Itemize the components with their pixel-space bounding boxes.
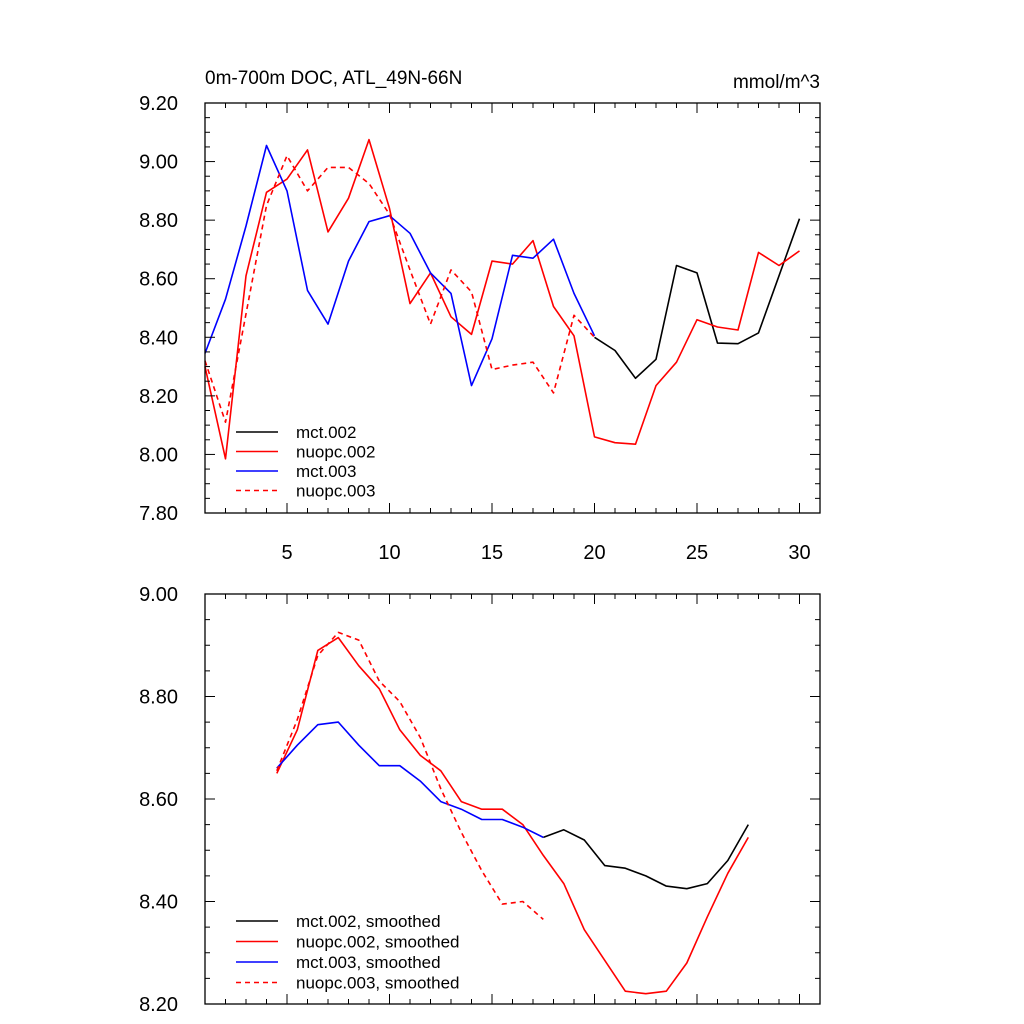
legend-label: mct.003 (296, 462, 356, 481)
x-tick-label: 10 (378, 542, 400, 564)
top-x-tick-labels: 5 10 15 20 25 30 (281, 542, 810, 564)
y-tick-label: 8.40 (139, 892, 178, 914)
top-chart-title: 0m-700m DOC, ATL_49N-66N (205, 68, 462, 89)
y-tick-label: 8.60 (139, 789, 178, 811)
legend-label: nuopc.002, smoothed (296, 933, 460, 952)
y-tick-label: 8.00 (139, 444, 178, 466)
y-tick-label: 8.40 (139, 327, 178, 349)
y-tick-label: 8.20 (139, 994, 178, 1016)
series-line-nuopc-002 (204, 138, 800, 460)
y-tick-label: 8.20 (139, 386, 178, 408)
series-line-nuopc-002-smoothed (276, 636, 749, 995)
series-line-mct-003-smoothed (276, 721, 544, 839)
y-tick-label: 9.00 (139, 584, 178, 606)
y-tick-label: 7.80 (139, 503, 178, 525)
series-line-nuopc-003-smoothed (276, 631, 544, 921)
y-tick-label: 9.00 (139, 152, 178, 174)
x-tick-label: 25 (686, 542, 708, 564)
series-line-mct-002 (594, 218, 801, 380)
y-tick-label: 8.80 (139, 210, 178, 232)
top-y-tick-labels: 7.80 8.00 8.20 8.40 8.60 8.80 9.00 9.20 (139, 93, 178, 525)
top-axis-ticks (204, 102, 821, 514)
y-tick-label: 9.20 (139, 93, 178, 115)
top-panel: 0m-700m DOC, ATL_49N-66N mmol/m^3 7.80 8.… (139, 68, 821, 564)
legend-label: nuopc.002 (296, 443, 375, 462)
bottom-legend: mct.002, smoothed nuopc.002, smoothedmct.… (236, 912, 460, 993)
bottom-y-tick-labels: 8.20 8.40 8.60 8.80 9.00 (139, 584, 178, 1016)
legend-label: nuopc.003, smoothed (296, 974, 460, 993)
y-tick-label: 8.60 (139, 269, 178, 291)
series-line-nuopc-003 (204, 154, 596, 424)
top-chart-units: mmol/m^3 (733, 72, 820, 93)
legend-label: mct.002 (296, 423, 356, 442)
legend-label: mct.003, smoothed (296, 953, 441, 972)
series-line-mct-002-smoothed (543, 824, 749, 890)
top-plot-series (204, 138, 801, 460)
bottom-axis-ticks (204, 593, 821, 1005)
legend-label: mct.002, smoothed (296, 912, 441, 931)
series-line-mct-003 (204, 144, 596, 387)
x-tick-label: 30 (788, 542, 810, 564)
bottom-plot-series (276, 631, 749, 995)
legend-label: nuopc.003 (296, 482, 375, 501)
bottom-panel: 8.20 8.40 8.60 8.80 9.00 mct.002, smoothed nu… (139, 584, 821, 1016)
x-tick-label: 5 (281, 542, 292, 564)
x-tick-label: 20 (583, 542, 605, 564)
y-tick-label: 8.80 (139, 687, 178, 709)
x-tick-label: 15 (481, 542, 503, 564)
